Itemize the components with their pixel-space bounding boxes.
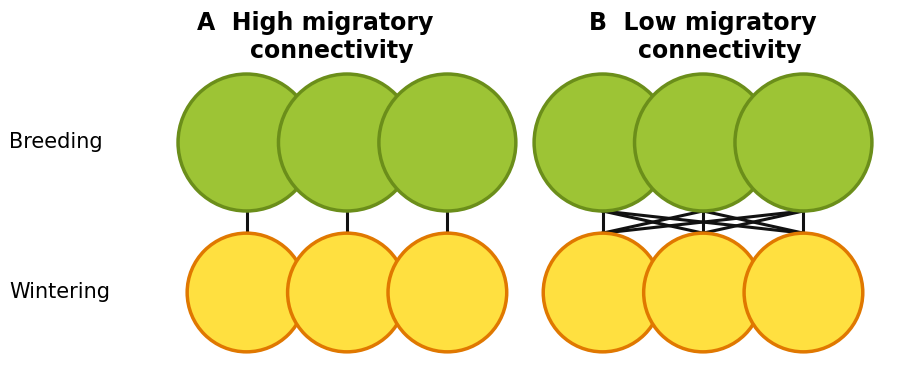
Text: A  High migratory
    connectivity: A High migratory connectivity <box>197 11 433 63</box>
Ellipse shape <box>379 74 516 211</box>
Ellipse shape <box>543 233 662 352</box>
Ellipse shape <box>744 233 863 352</box>
Ellipse shape <box>288 233 406 352</box>
Ellipse shape <box>534 74 671 211</box>
Ellipse shape <box>187 233 306 352</box>
Ellipse shape <box>644 233 762 352</box>
Text: Breeding: Breeding <box>9 132 103 153</box>
Text: Wintering: Wintering <box>9 282 110 303</box>
Ellipse shape <box>735 74 872 211</box>
Ellipse shape <box>388 233 507 352</box>
Ellipse shape <box>178 74 315 211</box>
Text: B  Low migratory
    connectivity: B Low migratory connectivity <box>589 11 817 63</box>
Ellipse shape <box>635 74 771 211</box>
Ellipse shape <box>278 74 415 211</box>
